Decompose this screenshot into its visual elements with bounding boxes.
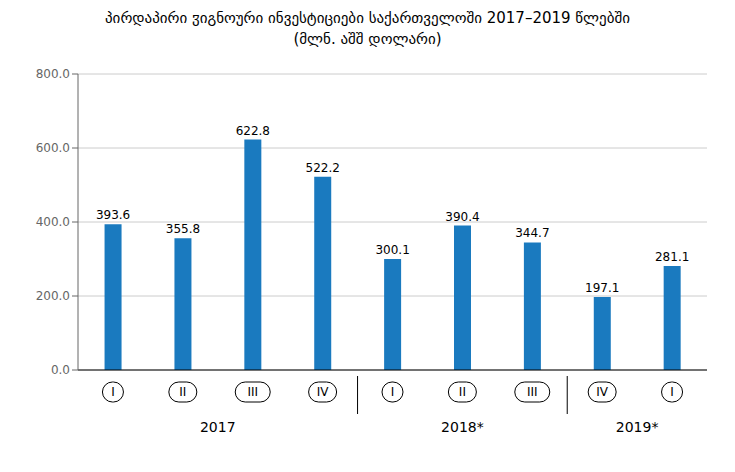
svg-text:III: III bbox=[247, 385, 258, 399]
svg-text:2017: 2017 bbox=[200, 419, 236, 435]
svg-text:IV: IV bbox=[596, 385, 609, 399]
svg-text:390.4: 390.4 bbox=[445, 210, 479, 224]
svg-text:600.0: 600.0 bbox=[36, 141, 70, 155]
svg-text:400.0: 400.0 bbox=[36, 215, 70, 229]
svg-text:2018*: 2018* bbox=[441, 419, 484, 435]
svg-text:I: I bbox=[111, 385, 115, 399]
svg-text:300.1: 300.1 bbox=[375, 243, 409, 257]
svg-text:I: I bbox=[670, 385, 674, 399]
svg-text:344.7: 344.7 bbox=[515, 226, 549, 240]
svg-text:197.1: 197.1 bbox=[585, 281, 619, 295]
svg-text:622.8: 622.8 bbox=[236, 124, 270, 138]
svg-text:355.8: 355.8 bbox=[166, 222, 200, 236]
svg-text:200.0: 200.0 bbox=[36, 289, 70, 303]
svg-text:IV: IV bbox=[317, 385, 330, 399]
svg-text:281.1: 281.1 bbox=[655, 250, 689, 264]
svg-text:I: I bbox=[391, 385, 395, 399]
svg-text:2019*: 2019* bbox=[616, 419, 659, 435]
svg-text:800.0: 800.0 bbox=[36, 67, 70, 81]
svg-text:393.6: 393.6 bbox=[96, 208, 130, 222]
html-text:პირდაპირი ჳიგნოური ინვესტიციებ: პირდაპირი ჳიგნოური ინვესტიციები საქართვე… bbox=[105, 9, 630, 27]
svg-text:II: II bbox=[459, 385, 466, 399]
svg-text:0.0: 0.0 bbox=[51, 363, 70, 377]
svg-text:III: III bbox=[527, 385, 538, 399]
html-text:(მლნ. აშშ დოლარი): (მლნ. აშშ დოლარი) bbox=[293, 30, 442, 48]
svg-text:522.2: 522.2 bbox=[306, 161, 340, 175]
svg-text:II: II bbox=[179, 385, 186, 399]
